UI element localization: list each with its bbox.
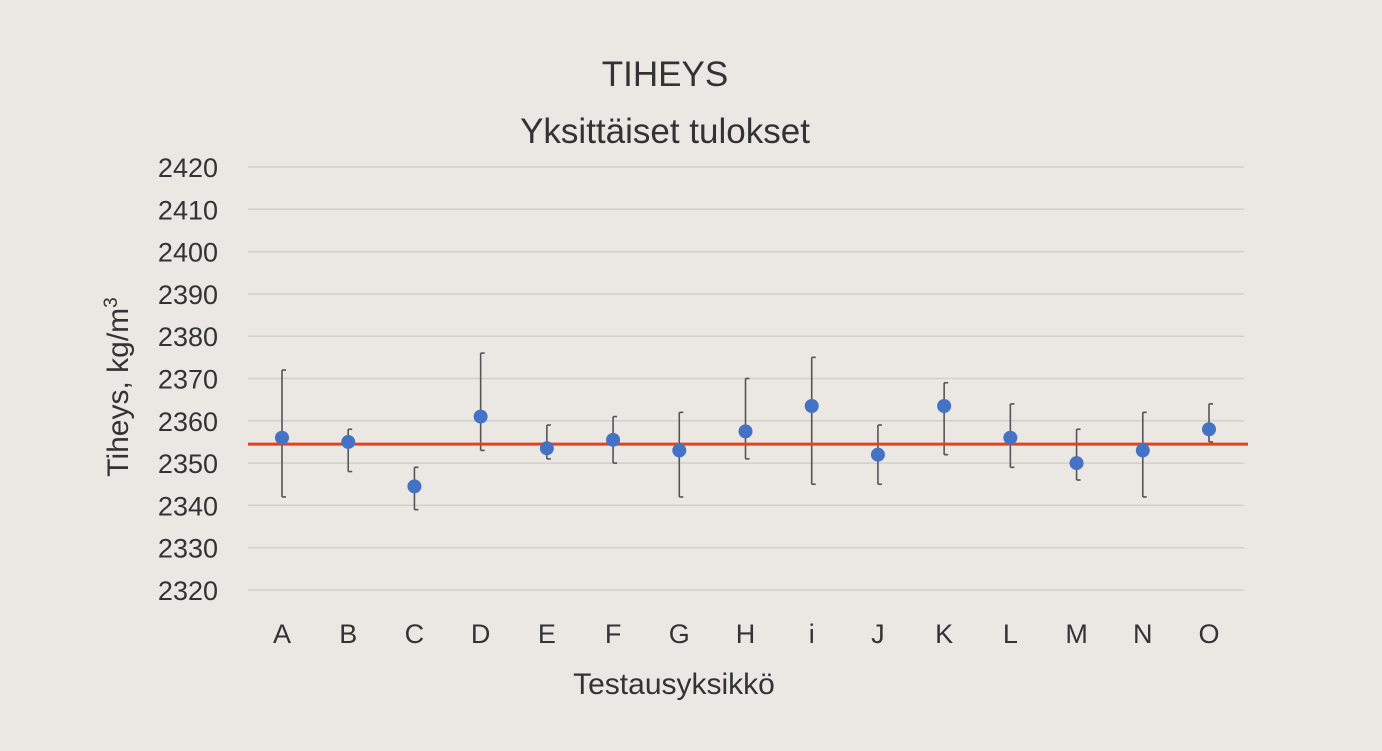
y-axis-label: Tiheys, kg/m3: [101, 297, 135, 477]
y-tick-label: 2420: [158, 153, 218, 183]
data-point-N: [1135, 443, 1150, 458]
data-point-i: [804, 398, 819, 413]
x-tick-label: L: [1003, 619, 1018, 649]
x-tick-label: G: [669, 619, 690, 649]
data-point-F: [606, 432, 621, 447]
data-point-J: [870, 447, 885, 462]
y-tick-label: 2360: [158, 407, 218, 437]
data-point-K: [937, 398, 952, 413]
y-axis-label-main: Tiheys, kg/m: [102, 308, 135, 477]
data-point-A: [275, 430, 289, 445]
y-tick-label: 2350: [158, 449, 218, 479]
x-tick-label: i: [809, 619, 815, 649]
data-points: [275, 398, 1216, 494]
x-tick-label: J: [871, 619, 885, 649]
x-tick-label: E: [538, 619, 556, 649]
data-point-G: [672, 443, 687, 458]
y-tick-label: 2400: [158, 238, 218, 268]
x-tick-label: C: [405, 619, 425, 649]
data-point-M: [1069, 456, 1084, 471]
x-tick-label: B: [339, 619, 357, 649]
y-tick-label: 2330: [158, 534, 218, 564]
chart-subtitle: Yksittäiset tulokset: [520, 112, 810, 151]
x-tick-label: M: [1065, 619, 1088, 649]
data-point-B: [341, 434, 356, 449]
data-point-H: [738, 424, 753, 439]
data-point-L: [1003, 430, 1018, 445]
x-tick-label: A: [273, 619, 291, 649]
x-tick-label: K: [935, 619, 953, 649]
data-point-C: [407, 479, 422, 494]
data-point-O: [1202, 422, 1216, 437]
y-tick-label: 2390: [158, 280, 218, 310]
x-axis-label: Testausyksikkö: [573, 668, 775, 701]
y-tick-label: 2370: [158, 365, 218, 395]
chart-title: TIHEYS: [602, 55, 728, 94]
x-tick-label: D: [471, 619, 491, 649]
y-tick-label: 2410: [158, 195, 218, 225]
x-tick-label: H: [736, 619, 756, 649]
data-point-D: [473, 409, 488, 424]
y-tick-label: 2340: [158, 491, 218, 521]
x-tick-label: O: [1198, 619, 1219, 649]
y-axis-ticks: 2320 2330 2340 2350 2360 2370 2380 2390 2400 2410…: [158, 153, 218, 606]
y-axis-label-superscript: 3: [101, 297, 122, 308]
x-tick-label: F: [605, 619, 622, 649]
y-tick-label: 2380: [158, 322, 218, 352]
y-tick-label: 2320: [158, 576, 218, 606]
data-point-E: [539, 441, 554, 456]
x-tick-label: N: [1133, 619, 1153, 649]
